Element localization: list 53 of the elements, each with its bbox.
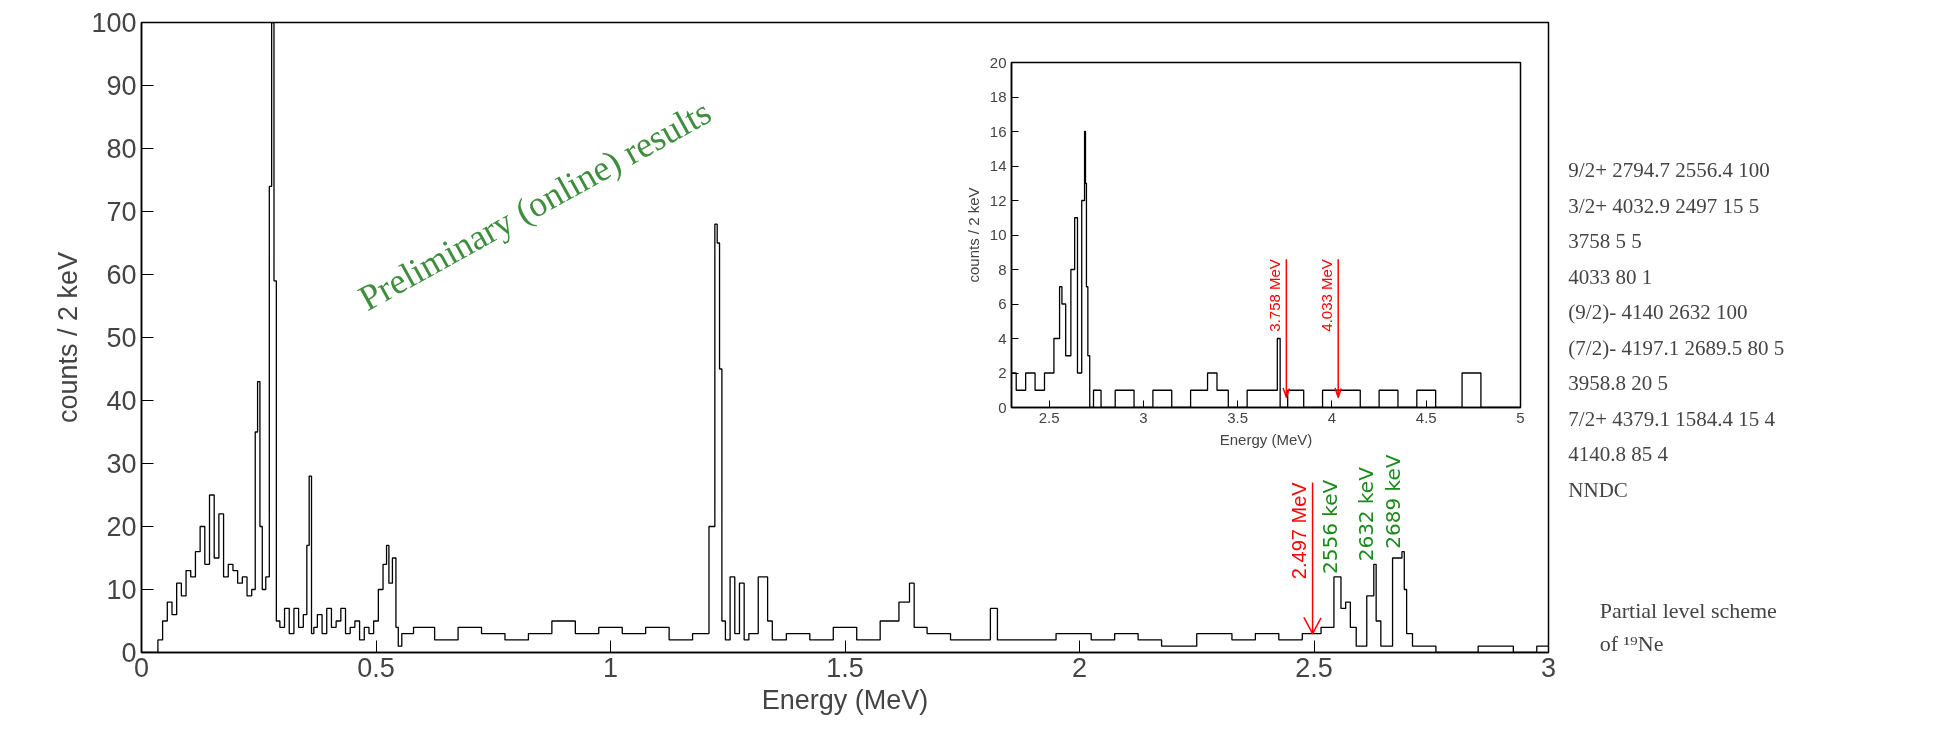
text: 7/2+ 4379.1 1584.4 15 4 <box>1568 406 1776 431</box>
x-tick-label: 4 <box>1327 408 1337 426</box>
y-tick-label: 70 <box>106 197 137 227</box>
annotation: 2632 keV <box>1353 466 1378 562</box>
x-tick-label: 3 <box>1139 408 1148 426</box>
y-tick-label: 90 <box>106 71 137 101</box>
y-tick-label: 20 <box>106 512 137 542</box>
ref-line-label: 2.497 MeV <box>1287 481 1310 580</box>
y-tick-label: 20 <box>989 53 1007 71</box>
x-axis-title: Energy (MeV) <box>1219 430 1313 448</box>
y-tick-label: 16 <box>989 122 1007 140</box>
text: Partial level scheme of ¹⁹Ne <box>1599 597 1777 656</box>
y-tick-label: 60 <box>106 260 137 290</box>
text: 3/2+ 4032.9 2497 15 5 <box>1568 193 1760 218</box>
y-tick-label: 30 <box>106 449 137 479</box>
ref-line-label: 3.758 MeV <box>1266 259 1284 332</box>
text: 3758 5 5 <box>1568 229 1642 254</box>
x-tick-label: 2 <box>1071 652 1088 683</box>
annotation: 2689 keV <box>1380 454 1405 549</box>
y-tick-label: 50 <box>106 323 137 353</box>
text: 4033 80 1 <box>1568 264 1653 289</box>
y-tick-label: 2 <box>998 364 1007 381</box>
y-tick-label: 6 <box>998 295 1007 312</box>
x-tick-label: 1.5 <box>826 652 864 683</box>
x-tick-label: 3 <box>1540 652 1557 683</box>
y-tick-label: 100 <box>91 8 137 38</box>
y-tick-label: 10 <box>989 226 1007 243</box>
ref-line-label: 4.033 MeV <box>1318 259 1336 332</box>
y-tick-label: 10 <box>106 575 137 605</box>
text: 9/2+ 2794.7 2556.4 100 <box>1568 158 1770 183</box>
y-tick-label: 14 <box>989 157 1007 174</box>
text: NNDC <box>1568 477 1628 502</box>
y-axis-title: counts / 2 keV <box>964 187 982 283</box>
text: (9/2)- 4140 2632 100 <box>1568 300 1748 325</box>
x-tick-label: 4.5 <box>1415 408 1437 426</box>
y-tick-label: 18 <box>989 88 1007 105</box>
text: (7/2)- 4197.1 2689.5 80 5 <box>1568 335 1785 360</box>
x-tick-label: 5 <box>1516 408 1525 426</box>
y-tick-label: 4 <box>998 329 1007 347</box>
y-tick-label: 80 <box>106 134 137 164</box>
x-tick-label: 0.5 <box>357 652 395 683</box>
text: 4140.8 85 4 <box>1568 442 1669 467</box>
y-axis-title: counts / 2 keV <box>53 251 84 424</box>
y-tick-label: 12 <box>989 191 1007 209</box>
annotation: 2556 keV <box>1318 479 1343 574</box>
x-axis-title: Energy (MeV) <box>761 684 929 715</box>
y-tick-label: 8 <box>998 260 1007 278</box>
x-tick-label: 2.5 <box>1295 652 1333 683</box>
x-tick-label: 2.5 <box>1038 408 1060 426</box>
text: 3958.8 20 5 <box>1568 371 1669 396</box>
y-tick-label: 40 <box>106 386 137 416</box>
x-tick-label: 1 <box>602 652 619 683</box>
x-tick-label: 3.5 <box>1227 408 1249 426</box>
